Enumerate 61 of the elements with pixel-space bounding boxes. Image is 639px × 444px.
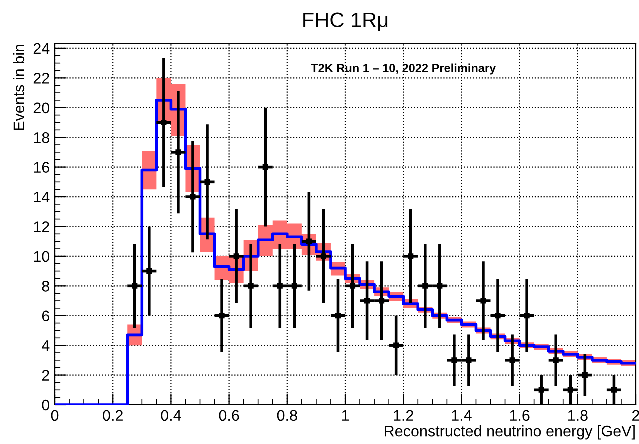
point <box>320 254 326 260</box>
y-tick-label: 22 <box>34 73 50 84</box>
point <box>538 387 544 393</box>
point <box>408 254 414 260</box>
x-tick-label: 0.4 <box>161 410 182 422</box>
point <box>553 358 559 364</box>
y-tick-label: 24 <box>34 43 50 54</box>
y-tick-label: 16 <box>34 162 50 173</box>
x-tick-label: 0.8 <box>277 410 298 422</box>
point <box>480 298 486 304</box>
point <box>306 238 312 244</box>
y-tick-label: 6 <box>42 310 50 322</box>
x-tick-label: 1.8 <box>568 410 588 422</box>
y-tick-label: 18 <box>34 132 50 144</box>
x-tick-label: 0.2 <box>103 410 123 422</box>
point <box>452 358 458 364</box>
point <box>510 358 516 364</box>
x-tick-label: 1.6 <box>510 410 530 422</box>
x-axis-title: Reconstructed neutrino energy [GeV] <box>385 425 635 440</box>
point <box>292 283 298 289</box>
point <box>161 120 167 126</box>
point <box>350 283 356 289</box>
y-axis-title: Events in bin <box>13 44 25 130</box>
point <box>262 164 268 170</box>
y-tick-label: 20 <box>34 102 50 114</box>
point <box>132 283 138 289</box>
y-tick-label: 8 <box>42 281 50 292</box>
x-tick-label: 1.2 <box>394 410 414 421</box>
x-tick-label: 0.6 <box>219 410 240 422</box>
point <box>437 283 443 289</box>
point <box>335 313 342 319</box>
point <box>582 372 588 378</box>
point <box>379 298 385 304</box>
point <box>422 283 428 289</box>
point <box>611 387 617 393</box>
point <box>234 254 240 260</box>
x-tick-label: 1 <box>342 410 350 421</box>
x-tick-label: 0 <box>51 410 59 422</box>
annotation: T2K Run 1 – 10, 2022 Preliminary <box>311 64 496 75</box>
y-tick-label: 12 <box>34 222 50 232</box>
chart-title: FHC 1Rμ <box>304 12 388 32</box>
x-tick-label: 2 <box>632 410 639 421</box>
point <box>219 313 225 319</box>
point <box>204 179 210 185</box>
point <box>524 313 530 319</box>
point <box>495 313 501 319</box>
x-tick-label: 1.4 <box>452 410 472 421</box>
y-tick-label: 0 <box>42 400 50 411</box>
y-tick-label: 2 <box>42 370 50 381</box>
y-tick-label: 14 <box>34 192 50 203</box>
point <box>466 358 472 364</box>
point <box>176 150 182 156</box>
point <box>146 268 152 274</box>
point <box>277 283 283 289</box>
point <box>394 342 400 348</box>
point <box>248 283 254 289</box>
point <box>568 387 574 393</box>
y-tick-label: 10 <box>34 251 50 262</box>
point <box>364 298 370 304</box>
y-tick-label: 4 <box>42 340 50 352</box>
point <box>190 194 196 200</box>
